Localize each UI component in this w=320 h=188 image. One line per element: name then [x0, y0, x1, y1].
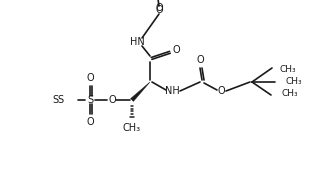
Text: S: S [57, 95, 63, 105]
Text: O: O [217, 86, 225, 96]
Text: S: S [52, 95, 58, 105]
Text: CH₃: CH₃ [281, 89, 298, 99]
Text: CH₃: CH₃ [285, 77, 302, 86]
Text: O: O [86, 117, 94, 127]
Text: O: O [155, 3, 163, 13]
Text: NH: NH [164, 86, 180, 96]
Text: O: O [172, 45, 180, 55]
Polygon shape [131, 82, 150, 101]
Text: O: O [196, 55, 204, 65]
Text: O: O [86, 73, 94, 83]
Text: O: O [108, 95, 116, 105]
Text: O: O [155, 5, 163, 15]
Text: CH₃: CH₃ [123, 123, 141, 133]
Text: HN: HN [130, 37, 144, 47]
Text: S: S [87, 95, 93, 105]
Text: CH₃: CH₃ [280, 65, 297, 74]
